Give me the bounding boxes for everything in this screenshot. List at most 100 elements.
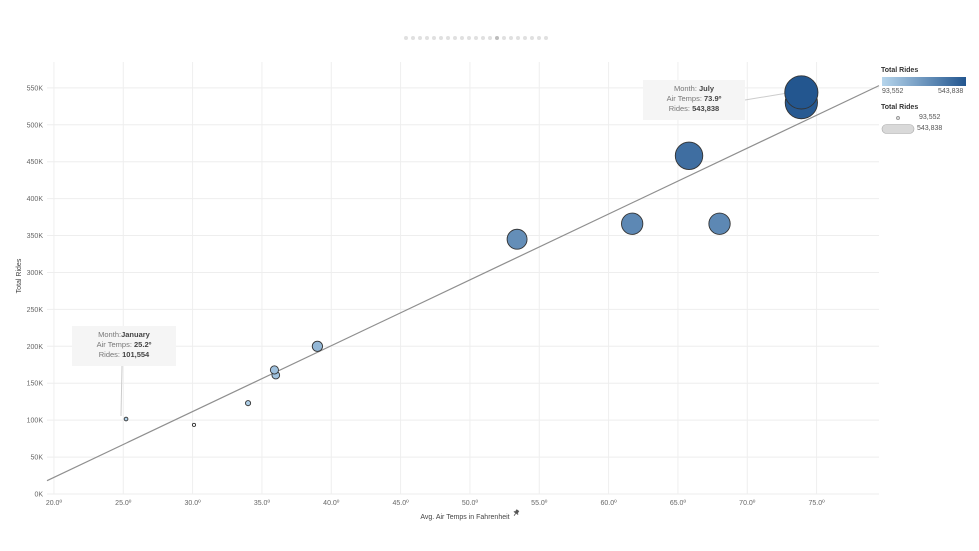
data-point-december[interactable] [784, 75, 819, 110]
gridlines [47, 62, 879, 495]
color-legend-min: 93,552 [882, 88, 904, 95]
annotation-month-label: Month: [98, 330, 122, 339]
size-legend-large-marker [881, 124, 915, 134]
size-legend-swatches [881, 116, 915, 134]
x-axis-title: Avg. Air Temps in Fahrenheit [420, 514, 509, 521]
data-point-july[interactable] [506, 228, 528, 250]
x-tick-label: 65.0º [670, 500, 687, 507]
y-tick-label: 50K [31, 455, 44, 462]
y-axis-ticks: 0K 50K 100K 150K 200K 250K 300K 350K 400K 450K 500… [27, 85, 44, 498]
page-dot[interactable] [530, 36, 534, 40]
annotation-month-row: Month: July [649, 84, 739, 94]
page-dot[interactable] [523, 36, 527, 40]
x-tick-label: 75.0º [809, 500, 826, 507]
x-tick-label: 60.0º [601, 500, 618, 507]
data-point-august[interactable] [621, 212, 644, 235]
pin-icon [513, 509, 520, 517]
x-tick-label: 40.0º [323, 500, 340, 507]
y-tick-label: 550K [27, 85, 44, 92]
data-point-september[interactable] [708, 212, 731, 235]
x-tick-label: 55.0º [531, 500, 548, 507]
size-legend-max: 543,838 [917, 125, 943, 132]
x-axis-ticks: 20.0º 25.0º 30.0º 35.0º 40.0º 45.0º 50.0º 55.0º… [46, 500, 825, 507]
data-point-may[interactable] [269, 365, 279, 375]
x-tick-label: 50.0º [462, 500, 479, 507]
page-dot[interactable] [488, 36, 492, 40]
annotation-rides-value: 543,838 [692, 104, 720, 113]
data-points [123, 75, 819, 427]
color-legend-ramp [882, 77, 966, 86]
x-tick-label: 35.0º [254, 500, 271, 507]
x-tick-label: 30.0º [185, 500, 202, 507]
trend-line-layer [46, 85, 880, 482]
annotation-january: Month:January Air Temps: 25.2º Rides: 10… [72, 326, 176, 366]
size-legend-small-marker [896, 116, 900, 120]
annotation-month-value: July [699, 84, 715, 93]
annotation-rides-label: Rides: [668, 104, 691, 113]
annotation-temps-row: Air Temps: 25.2º [78, 340, 170, 350]
page-dot[interactable] [467, 36, 471, 40]
page-dot[interactable] [516, 36, 520, 40]
annotation-rides-label: Rides: [98, 350, 121, 359]
y-tick-label: 150K [27, 381, 44, 388]
page-dot[interactable] [460, 36, 464, 40]
x-tick-label: 70.0º [739, 500, 756, 507]
size-legend-title: Total Rides [881, 104, 919, 111]
annotation-rides-value: 101,554 [122, 350, 150, 359]
annotation-leader [120, 365, 123, 417]
page-dot[interactable] [502, 36, 506, 40]
y-tick-label: 350K [27, 233, 44, 240]
y-tick-label: 500K [27, 122, 44, 129]
page-indicator [404, 34, 548, 42]
y-tick-label: 100K [27, 418, 44, 425]
x-tick-label: 45.0º [393, 500, 410, 507]
page-dot[interactable] [537, 36, 541, 40]
annotation-temps-value: 73.9º [704, 94, 722, 103]
annotation-temps-label: Air Temps: [96, 340, 132, 349]
annotation-temps-row: Air Temps: 73.9º [649, 94, 739, 104]
annotation-month-label: Month: [673, 84, 697, 93]
y-tick-label: 200K [27, 344, 44, 351]
data-point-october[interactable] [674, 141, 704, 170]
page-dot[interactable] [418, 36, 422, 40]
trend-line [46, 85, 880, 482]
page-dot[interactable] [509, 36, 513, 40]
y-tick-label: 450K [27, 159, 44, 166]
page-dot[interactable] [453, 36, 457, 40]
y-tick-label: 400K [27, 196, 44, 203]
annotation-temps-value: 25.2º [134, 340, 152, 349]
x-tick-label: 25.0º [115, 500, 132, 507]
page-dot[interactable] [439, 36, 443, 40]
y-axis-title: Total Rides [16, 258, 23, 293]
annotation-leader [744, 91, 792, 101]
page-dot[interactable] [425, 36, 429, 40]
annotation-rides-row: Rides: 101,554 [78, 350, 170, 360]
color-legend-title: Total Rides [881, 67, 919, 74]
data-point-february[interactable] [191, 422, 197, 427]
page-dot[interactable] [411, 36, 415, 40]
page-dot[interactable] [544, 36, 548, 40]
annotation-month-row: Month:January [78, 330, 170, 340]
page-dot[interactable] [432, 36, 436, 40]
page-dot[interactable] [481, 36, 485, 40]
page-dot[interactable] [474, 36, 478, 40]
y-tick-label: 0K [34, 492, 43, 499]
page-dot[interactable] [495, 36, 499, 40]
data-point-march[interactable] [245, 400, 252, 407]
annotation-month-value: January [121, 330, 150, 339]
annotation-july: Month: July Air Temps: 73.9º Rides: 543,… [643, 80, 745, 120]
color-legend-max: 543,838 [938, 88, 964, 95]
x-axis-title-text: Avg. Air Temps in Fahrenheit [420, 514, 509, 521]
data-point-june[interactable] [311, 340, 323, 352]
size-legend-min: 93,552 [919, 114, 941, 121]
y-tick-label: 300K [27, 270, 44, 277]
annotation-temps-label: Air Temps: [666, 94, 702, 103]
page-dot[interactable] [446, 36, 450, 40]
page-dot[interactable] [404, 36, 408, 40]
data-point-january[interactable] [123, 416, 129, 422]
annotation-leaders [120, 91, 792, 417]
x-tick-label: 20.0º [46, 500, 63, 507]
annotation-rides-row: Rides: 543,838 [649, 104, 739, 114]
